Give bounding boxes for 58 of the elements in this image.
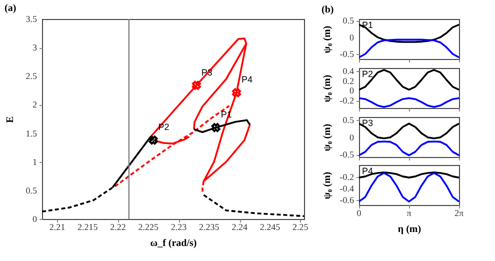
y-tick-label: -0.5 <box>340 150 354 160</box>
y-tick-label: 0.5 <box>342 115 354 126</box>
x-tick-label: 2π <box>454 208 464 218</box>
y-tick-label: 3.5 <box>26 14 38 24</box>
x-tick-label: 2.235 <box>199 222 220 232</box>
line-series <box>359 172 459 202</box>
y-axis-title: ψ₀ (m) <box>322 26 333 54</box>
y-axis-title: ψ₀ (m) <box>322 124 333 152</box>
x-axis-title: ω_f (rad/s) <box>150 238 197 249</box>
line-series <box>359 140 459 156</box>
y-tick-label: 0 <box>350 132 354 142</box>
y-axis-title: E <box>5 116 16 123</box>
y-tick-label: 0.4 <box>342 66 354 76</box>
point <box>211 123 220 132</box>
chart-title: (a) <box>4 3 16 14</box>
x-tick-label: 2.24 <box>232 222 248 232</box>
series-label: P2 <box>158 122 170 132</box>
y-tick-label: 3 <box>32 42 38 53</box>
y-tick-label: -0.2 <box>340 172 354 182</box>
x-tick-label: 2.245 <box>260 222 281 232</box>
point <box>232 88 242 98</box>
line-series <box>359 38 459 58</box>
y-tick-label: 2 <box>32 100 37 110</box>
x-tick-label: 2.215 <box>77 222 98 232</box>
x-tick-label: 2.23 <box>170 222 188 232</box>
y-tick-label: 1 <box>32 156 37 167</box>
line-series <box>359 69 459 91</box>
y-tick-label: 0.5 <box>26 185 38 196</box>
x-tick-label: π <box>406 208 412 218</box>
x-tick-label: 0 <box>356 208 362 218</box>
line-series <box>359 24 459 43</box>
y-tick-label: 0.2 <box>342 76 354 86</box>
point <box>192 80 201 90</box>
x-axis-title: η (m) <box>398 224 422 235</box>
x-tick-label: 2.21 <box>49 222 66 232</box>
annotation: P2 <box>362 69 374 79</box>
y-tick-label: -0.2 <box>340 96 354 106</box>
line-series <box>359 97 459 108</box>
y-tick-label: -0.5 <box>340 49 354 59</box>
y-tick-label: 0 <box>350 86 354 96</box>
x-tick-label: 2.225 <box>138 222 160 232</box>
chart-title: (b) <box>322 4 334 16</box>
y-axis-title: ψ₀ (m) <box>322 74 333 102</box>
line-series <box>202 194 304 218</box>
y-tick-label: -0.4 <box>340 183 354 194</box>
line-series <box>193 119 251 134</box>
y-tick-label: 0.5 <box>342 16 354 26</box>
point <box>148 136 158 145</box>
y-tick-label: 0 <box>350 32 354 42</box>
x-tick-label: 2.22 <box>110 222 126 232</box>
x-tick-label: 2.25 <box>292 222 309 232</box>
y-tick-label: 1.5 <box>26 128 38 138</box>
y-axis-title: ψ₀ (m) <box>322 172 333 200</box>
annotation: P3 <box>362 118 374 128</box>
y-tick-label: 2.5 <box>26 71 38 82</box>
series-label: P4 <box>242 74 253 85</box>
annotation: P4 <box>362 166 374 176</box>
y-tick-label: -0.6 <box>340 194 354 205</box>
